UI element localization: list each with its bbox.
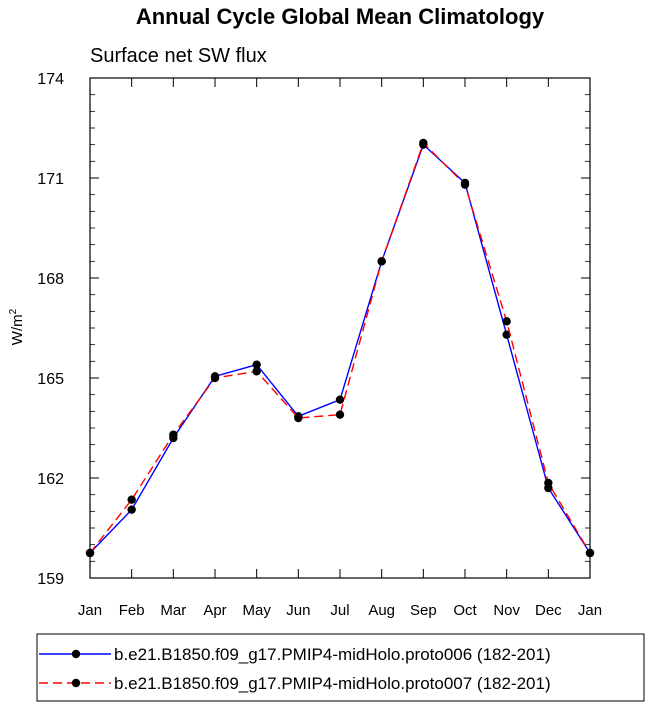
y-tick-label: 165 <box>37 371 64 388</box>
x-tick-label: Jan <box>578 602 602 619</box>
chart-subtitle: Surface net SW flux <box>90 45 267 67</box>
plot-frame <box>89 77 591 579</box>
series-2-point <box>502 317 511 326</box>
x-tick-label: Sep <box>410 602 437 619</box>
legend: b.e21.B1850.f09_g17.PMIP4-midHolo.proto0… <box>36 633 645 702</box>
series-1-point <box>335 395 345 404</box>
series-2-point <box>252 367 261 376</box>
series-2-point <box>127 495 136 504</box>
series-2-point <box>544 478 553 488</box>
x-tick-label: Apr <box>203 602 226 619</box>
series-line-2 <box>89 141 591 554</box>
y-axis-label-sup: 2 <box>8 308 19 314</box>
x-tick-label: Jul <box>330 602 349 619</box>
x-tick-label: Jan <box>78 602 102 619</box>
legend-box <box>36 633 645 702</box>
legend-label-2: b.e21.B1850.f09_g17.PMIP4-midHolo.proto0… <box>114 674 551 693</box>
x-tick-label: Nov <box>493 602 520 619</box>
y-tick-label: 168 <box>37 271 64 288</box>
y-tick-label: 159 <box>37 571 64 588</box>
series-1-point <box>127 505 136 514</box>
series-2-point <box>377 257 386 266</box>
y-axis-label-unit: W/m <box>9 314 26 345</box>
series-2-point <box>169 430 178 439</box>
series-1-point <box>502 330 511 339</box>
series-2-point <box>419 138 428 148</box>
series-2-point <box>460 180 470 189</box>
series-2-point <box>85 548 95 558</box>
series-2-point <box>294 413 303 423</box>
x-tick-label: Oct <box>453 602 477 619</box>
y-tick-label: 174 <box>37 71 64 88</box>
x-tick-label: May <box>242 602 271 619</box>
x-tick-label: Dec <box>535 602 562 619</box>
y-axis-label: W/m2 <box>8 308 26 345</box>
plot-layer: Jan Feb Mar Apr May Jun Jul Aug Sep Oct Nov Dec Jan 1… <box>37 71 602 619</box>
legend-label-1: b.e21.B1850.f09_g17.PMIP4-midHolo.proto0… <box>114 645 551 664</box>
series-2-point <box>585 548 595 558</box>
x-tick-label: Aug <box>368 602 395 619</box>
y-tick-label: 171 <box>37 171 64 188</box>
series-2-point <box>335 410 345 419</box>
x-tick-label: Mar <box>160 602 186 619</box>
legend-marker-1 <box>71 649 81 659</box>
chart-title: Annual Cycle Global Mean Climatology <box>136 4 545 29</box>
legend-marker-2 <box>71 678 81 688</box>
series-2-point <box>210 373 220 383</box>
series-1-point <box>252 360 261 369</box>
x-tick-label: Jun <box>286 602 310 619</box>
x-tick-label: Feb <box>119 602 145 619</box>
y-tick-label: 162 <box>37 471 64 488</box>
series-line-1 <box>89 143 591 554</box>
